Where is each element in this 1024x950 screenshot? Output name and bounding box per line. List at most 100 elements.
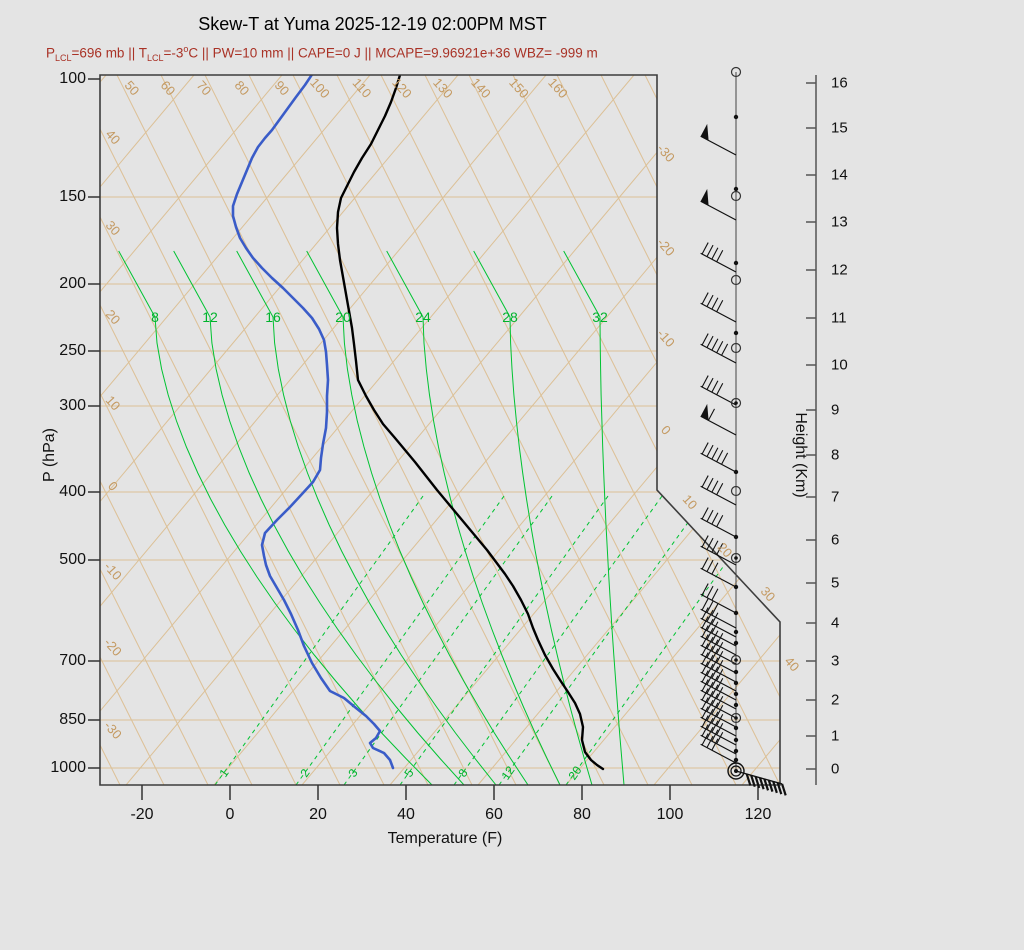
pressure-tick-label: 150	[59, 188, 86, 205]
wind-barb-feather	[711, 512, 719, 525]
wind-barb-feather	[706, 294, 714, 307]
station-inner-circle	[730, 765, 742, 777]
wind-barb-feather	[706, 627, 714, 640]
wind-barb-shaft	[700, 200, 737, 221]
wind-barb-feather	[701, 625, 709, 638]
wind-barb-feather	[706, 663, 714, 676]
wind-barb-feather	[716, 383, 724, 396]
subtitle-part: LCL	[55, 53, 72, 64]
wind-barb-feather	[706, 477, 714, 490]
dry-adiabat-line	[213, 75, 780, 785]
wind-barb-feather	[701, 583, 709, 596]
staff-dot	[733, 669, 739, 675]
subtitle-part: o	[183, 44, 189, 54]
moist-adiabat-label: 28	[502, 309, 518, 325]
height-tick-label: 13	[831, 213, 848, 231]
wind-barb-feather	[706, 726, 714, 739]
x-axis-title: Temperature (F)	[387, 830, 503, 847]
height-tick-label: 15	[831, 119, 848, 137]
dry-adiabat-line	[1006, 75, 1024, 785]
wind-barb-feather	[701, 375, 709, 388]
wind-barb-shaft	[700, 415, 737, 436]
wind-barb-feather	[706, 537, 714, 550]
staff-circle	[730, 485, 742, 497]
subtitle-part: =696 mb || T	[71, 45, 147, 61]
surface-barb-feather	[754, 776, 761, 789]
wind-barb-feather	[706, 559, 714, 572]
height-tick-label: 0	[831, 760, 840, 778]
moist-adiabat-label: 24	[415, 309, 431, 325]
height-tick-label: 7	[831, 488, 840, 506]
wind-barb-feather	[716, 696, 724, 709]
height-tick-label: 14	[831, 166, 848, 184]
dry-adiabat-line	[100, 75, 371, 785]
staff-dot	[733, 640, 739, 646]
wind-barb-feather	[711, 247, 719, 260]
wind-barb-feather	[706, 444, 714, 457]
wind-barb-feather	[711, 657, 719, 670]
isotherm-line	[292, 75, 649, 785]
staff-circle	[730, 342, 742, 354]
wind-barb-feather	[711, 711, 719, 724]
moist-adiabat-label: 32	[592, 309, 608, 325]
height-tick-label: 16	[831, 74, 848, 92]
wind-barb-feather	[716, 714, 724, 727]
dewpoint-curve	[231, 75, 395, 770]
wind-barb-feather	[701, 634, 709, 647]
wind-barb-feather	[711, 621, 719, 634]
staff-dot	[733, 629, 739, 635]
wind-barb-shaft	[700, 302, 737, 323]
height-axis-title: Height (Km)	[792, 412, 809, 498]
wind-barb-feather	[701, 724, 709, 737]
wind-barb-feather	[711, 297, 719, 310]
surface-barb-feather	[781, 783, 787, 796]
mixing-ratio-line	[343, 494, 554, 785]
wind-barb-shaft	[700, 743, 737, 764]
wind-barb-feather	[711, 702, 719, 715]
wind-barb-feather	[706, 509, 714, 522]
moist-adiabat-label: 8	[151, 309, 159, 325]
wind-barb-feather	[716, 642, 724, 655]
moist-adiabat-line	[306, 250, 529, 785]
wind-barb-feather	[701, 733, 709, 746]
isotherm-line	[100, 75, 253, 785]
dry-adiabat-line	[125, 75, 723, 785]
wind-barb-feather	[701, 706, 709, 719]
isotherm-line	[160, 75, 517, 785]
wind-barb-feather	[701, 661, 709, 674]
surface-barb-feather	[772, 781, 778, 794]
wind-barb-feather	[706, 654, 714, 667]
wind-barb-feather	[701, 652, 709, 665]
wind-barb-feather	[716, 483, 724, 496]
staff-circle	[730, 66, 742, 78]
moist-adiabat-line	[563, 250, 625, 785]
staff-dot	[733, 114, 739, 120]
wind-barb-feather	[711, 540, 719, 553]
height-tick-label: 1	[831, 727, 840, 745]
wind-barb-feather	[701, 607, 709, 620]
isotherm-line	[100, 75, 209, 785]
staff-circle	[730, 274, 742, 286]
temp-tick-label: 80	[573, 806, 591, 823]
temp-tick-label: 40	[397, 806, 415, 823]
wind-barb-feather	[716, 678, 724, 691]
wind-barb-feather	[706, 609, 714, 622]
isotherm-line	[100, 75, 297, 785]
isotherm-line	[688, 75, 780, 785]
mixing-ratio-line	[453, 494, 664, 785]
wind-barb-feather	[721, 452, 729, 465]
isotherm-line	[0, 75, 76, 785]
moist-adiabat-label: 12	[202, 309, 218, 325]
isotherm-line	[100, 75, 121, 785]
isotherm-line	[380, 75, 737, 785]
wind-barb-feather	[711, 480, 719, 493]
moist-adiabat-line	[118, 250, 433, 785]
height-tick-label: 3	[831, 652, 840, 670]
wind-barb-shaft	[700, 452, 737, 473]
surface-barb-feather	[763, 778, 770, 791]
staff-circle	[730, 712, 742, 724]
wind-barb-feather	[716, 633, 724, 646]
plot-background	[0, 75, 1024, 785]
height-tick-label: 12	[831, 261, 848, 279]
